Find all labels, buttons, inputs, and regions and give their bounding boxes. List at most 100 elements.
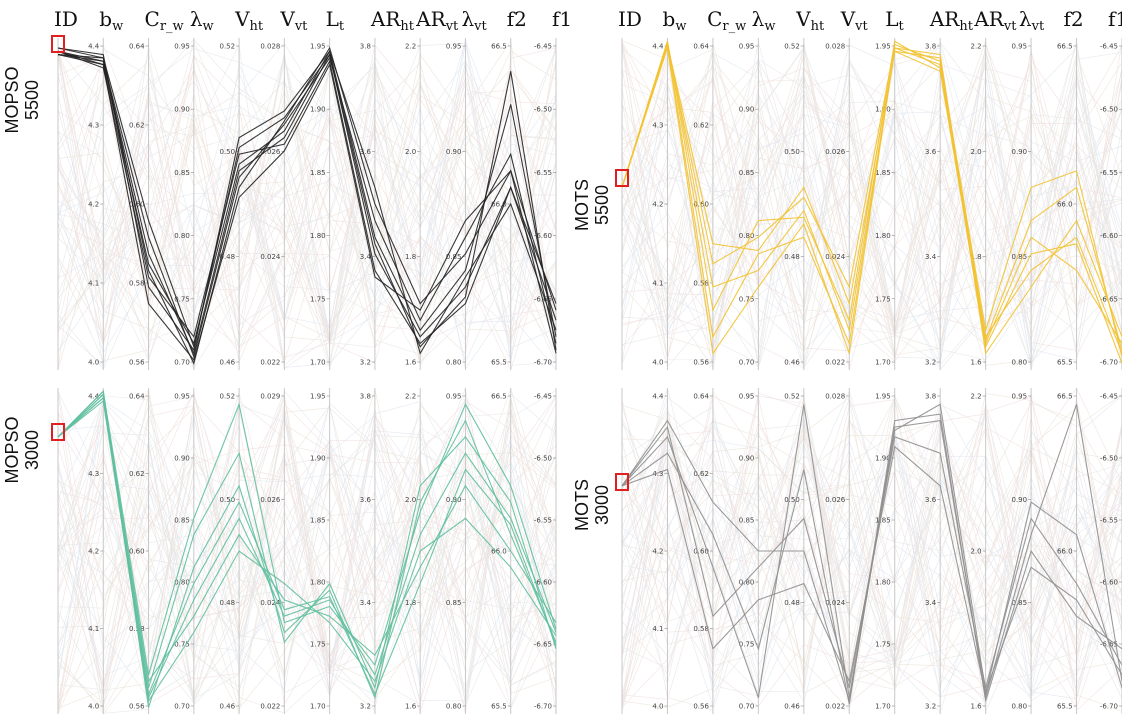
tick-label: -6.55 <box>1100 517 1118 525</box>
selection-box[interactable] <box>51 35 65 53</box>
tick-label: 0.90 <box>739 455 755 463</box>
tick-label: -6.45 <box>534 393 552 401</box>
background-line <box>621 397 1122 685</box>
background-line <box>621 397 1122 701</box>
selection-box[interactable] <box>51 423 65 441</box>
background-line <box>621 430 1122 708</box>
background-line <box>621 67 1122 331</box>
tick-label: -6.45 <box>534 43 552 51</box>
background-line <box>621 42 1122 190</box>
tick-label: 0.022 <box>825 359 845 367</box>
background-line <box>621 395 1122 677</box>
tick-label: 0.95 <box>1011 393 1027 401</box>
tick-label: 0.80 <box>174 232 190 240</box>
panel-mopso-3000: 4.4 4.3 4.2 4.1 4.0 0.64 0.62 0.60 0.58 0.56 0.95 0… <box>2 386 557 715</box>
axis-header-2-right: Cr_w <box>707 7 746 34</box>
tick-label: 4.0 <box>88 359 99 367</box>
tick-label: -6.70 <box>534 359 552 367</box>
selection-box[interactable] <box>615 169 629 187</box>
tick-label: 0.026 <box>825 148 846 156</box>
tick-label: 1.90 <box>310 455 326 463</box>
highlighted-line <box>57 396 557 697</box>
tick-label: 65.5 <box>491 359 507 367</box>
tick-label: 0.90 <box>174 455 190 463</box>
background-line <box>621 127 1122 333</box>
tick-label: -6.55 <box>534 169 552 177</box>
tick-label: 0.75 <box>174 641 190 649</box>
tick-label: 0.80 <box>1011 703 1027 711</box>
tick-label: 0.75 <box>739 295 755 303</box>
tick-label: 4.3 <box>652 122 663 130</box>
background-line <box>621 406 1122 712</box>
background-line <box>57 387 557 700</box>
background-line <box>57 440 557 712</box>
background-line <box>621 40 1122 333</box>
tick-label: 65.5 <box>491 703 507 711</box>
background-line <box>621 47 1122 347</box>
background-line <box>57 54 557 366</box>
background-line <box>57 391 557 651</box>
background-line <box>57 60 557 363</box>
background-line <box>621 395 1122 694</box>
background-line <box>621 402 1122 694</box>
tick-label: -6.55 <box>1100 169 1118 177</box>
tick-label: 4.2 <box>88 201 99 209</box>
tick-label: 66.5 <box>1057 43 1073 51</box>
highlighted-line <box>57 50 557 356</box>
background-line <box>57 404 557 639</box>
tick-label: 3.6 <box>360 496 372 504</box>
tick-label: 0.95 <box>739 393 755 401</box>
background-line <box>57 406 557 710</box>
panel-mots-5500: 4.44.34.24.14.00.640.620.600.580.560.950… <box>572 38 1122 371</box>
background-line <box>621 41 1122 351</box>
background-line <box>621 60 1122 370</box>
tick-label: 0.62 <box>693 122 709 130</box>
tick-label: 1.80 <box>875 579 891 587</box>
axis-header-7-right: ARht <box>929 7 974 34</box>
tick-label: 0.50 <box>219 148 235 156</box>
tick-label: 0.95 <box>446 393 462 401</box>
axis-header-2-left: Cr_w <box>145 7 184 34</box>
tick-label: 1.6 <box>405 703 417 711</box>
tick-label: 0.70 <box>739 703 755 711</box>
axis-header-1-left: bw <box>99 7 123 34</box>
highlighted-line <box>57 50 557 345</box>
background-line <box>57 68 557 332</box>
axis-header-11-left: f1 <box>552 7 572 31</box>
background-line <box>57 50 557 371</box>
tick-label: 1.95 <box>875 393 891 401</box>
tick-label: 0.026 <box>825 496 846 504</box>
tick-label: -6.60 <box>534 579 552 587</box>
tick-label: 3.6 <box>925 148 937 156</box>
background-line <box>57 402 557 709</box>
axis-header-6-right: Lt <box>885 7 904 34</box>
selection-box[interactable] <box>615 473 629 491</box>
tick-label: 1.8 <box>970 253 981 261</box>
tick-label: 0.028 <box>260 43 280 51</box>
background-line <box>57 82 557 336</box>
background-line <box>621 39 1122 360</box>
tick-label: 4.2 <box>652 201 663 209</box>
background-line <box>57 46 557 366</box>
tick-label: 0.80 <box>1011 359 1027 367</box>
tick-label: 0.62 <box>693 470 709 478</box>
tick-label: 4.4 <box>652 393 664 401</box>
tick-label: 4.3 <box>88 470 99 478</box>
tick-label: 0.85 <box>446 253 462 261</box>
background-line <box>57 427 557 684</box>
highlighted-line <box>57 53 557 351</box>
tick-label: 4.0 <box>652 359 663 367</box>
tick-label: 1.85 <box>875 169 891 177</box>
tick-label: 4.1 <box>652 280 663 288</box>
axis-header-11-right: f1 <box>1108 7 1122 31</box>
tick-label: 1.70 <box>310 359 326 367</box>
tick-label: -6.55 <box>534 517 552 525</box>
background-line <box>621 443 1122 694</box>
background-line <box>57 110 557 371</box>
background-line <box>621 395 1122 666</box>
axis-header-10-left: f2 <box>507 7 527 31</box>
tick-label: 0.90 <box>1011 496 1027 504</box>
background-line <box>621 46 1122 356</box>
tick-label: 0.85 <box>446 599 462 607</box>
tick-label: 0.58 <box>693 280 709 288</box>
